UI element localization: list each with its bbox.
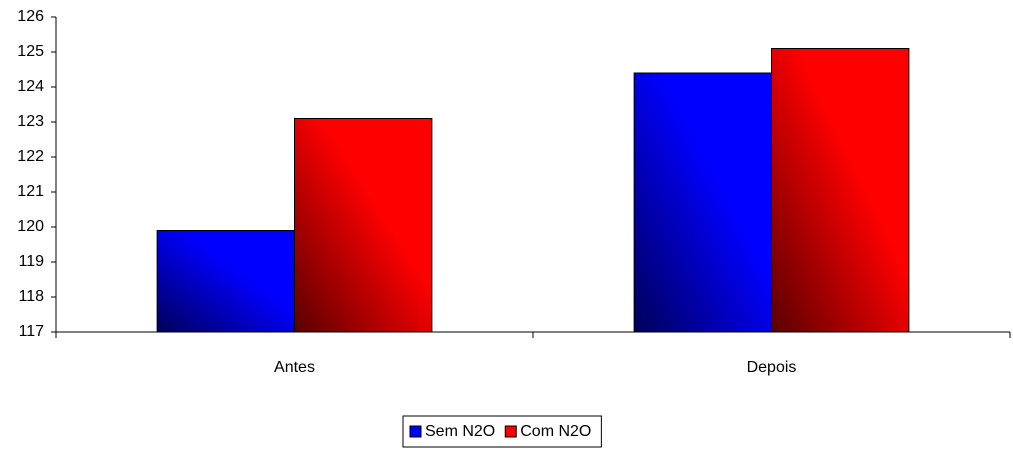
legend-box <box>402 415 602 448</box>
legend-swatch <box>409 425 422 438</box>
y-tick-label: 126 <box>17 8 44 25</box>
y-tick-label: 125 <box>17 43 44 60</box>
legend-swatch <box>504 425 517 438</box>
bar <box>771 48 910 333</box>
y-tick-label: 119 <box>18 253 44 270</box>
bar <box>633 72 773 333</box>
y-tick-label: 122 <box>17 148 44 165</box>
bar <box>156 230 295 333</box>
legend-label: Sem N2O <box>425 423 495 440</box>
legend-label: Com N2O <box>520 423 591 440</box>
y-tick-label: 117 <box>18 323 44 340</box>
y-tick-label: 118 <box>18 288 44 305</box>
y-tick-label: 124 <box>17 78 44 95</box>
y-tick-label: 120 <box>17 218 44 235</box>
x-tick-label: Antes <box>274 359 315 376</box>
y-tick-label: 121 <box>17 183 44 200</box>
x-tick-label: Depois <box>747 359 797 376</box>
bar <box>294 118 433 333</box>
y-tick-label: 123 <box>17 113 44 130</box>
